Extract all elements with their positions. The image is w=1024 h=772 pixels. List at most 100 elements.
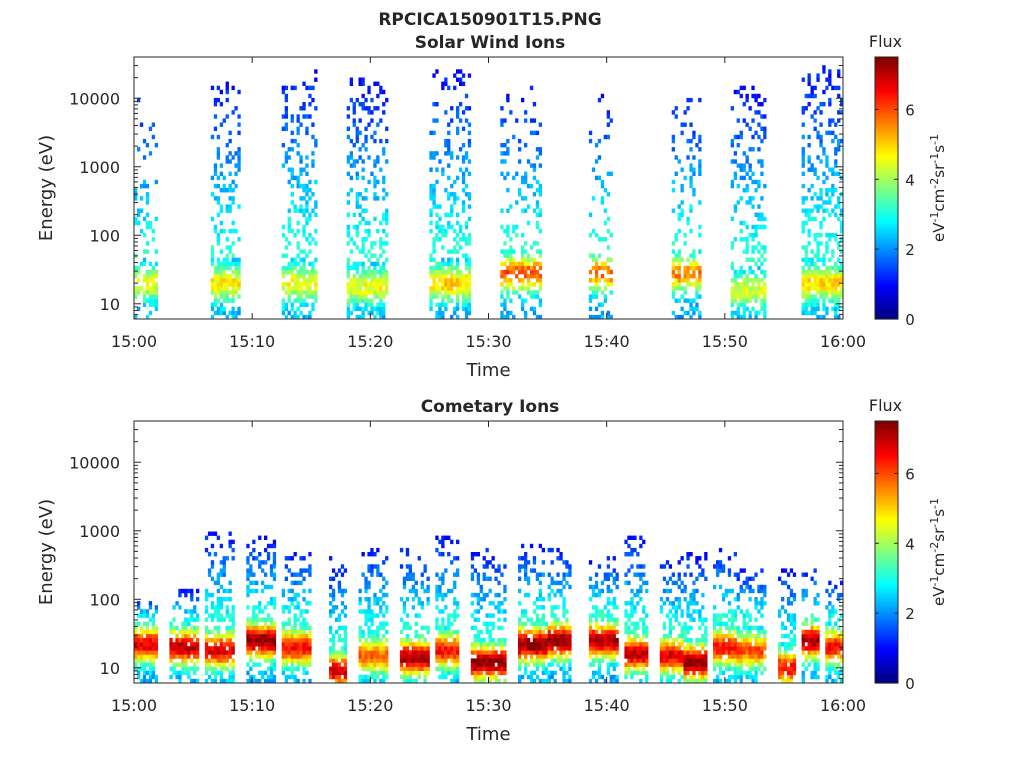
spectrogram-cell xyxy=(592,585,595,589)
spectrogram-cell xyxy=(438,663,441,667)
spectrogram-cell xyxy=(468,159,471,163)
spectrogram-cell xyxy=(302,249,305,253)
spectrogram-cell xyxy=(684,622,687,626)
spectrogram-cell xyxy=(409,577,412,581)
spectrogram-cell xyxy=(731,266,734,270)
spectrogram-cell xyxy=(305,184,308,188)
spectrogram-cell xyxy=(137,658,140,662)
spectrogram-cell xyxy=(695,609,698,613)
spectrogram-cell xyxy=(527,593,530,597)
spectrogram-cell xyxy=(825,155,828,159)
spectrogram-cell xyxy=(291,131,294,135)
spectrogram-cell xyxy=(819,278,822,282)
spectrogram-cell xyxy=(669,609,672,613)
spectrogram-cell xyxy=(749,278,752,282)
spectrogram-cell xyxy=(435,213,438,217)
spectrogram-cell xyxy=(814,192,817,196)
spectrogram-cell xyxy=(435,221,438,225)
spectrogram-cell xyxy=(500,658,503,662)
spectrogram-cell xyxy=(497,638,500,642)
spectrogram-cell xyxy=(217,299,220,303)
spectrogram-cell xyxy=(672,646,675,650)
spectrogram-cell xyxy=(533,560,536,564)
spectrogram-cell xyxy=(494,675,497,679)
spectrogram-cell xyxy=(678,601,681,605)
spectrogram-cell xyxy=(359,658,362,662)
spectrogram-cell xyxy=(751,270,754,274)
spectrogram-cell xyxy=(681,286,684,290)
spectrogram-cell xyxy=(751,237,754,241)
spectrogram-cell xyxy=(155,180,158,184)
spectrogram-cell xyxy=(465,155,468,159)
spectrogram-cell xyxy=(681,638,684,642)
spectrogram-cell xyxy=(825,233,828,237)
spectrogram-cell xyxy=(370,622,373,626)
spectrogram-cell xyxy=(211,290,214,294)
spectrogram-cell xyxy=(672,147,675,151)
spectrogram-cell xyxy=(489,658,492,662)
spectrogram-cell xyxy=(678,663,681,667)
spectrogram-cell xyxy=(816,73,819,77)
spectrogram-cell xyxy=(211,286,214,290)
spectrogram-cell xyxy=(308,311,311,315)
spectrogram-cell xyxy=(539,278,542,282)
spectrogram-cell xyxy=(604,262,607,266)
spectrogram-cell xyxy=(273,646,276,650)
spectrogram-cell xyxy=(356,270,359,274)
spectrogram-cell xyxy=(302,290,305,294)
spectrogram-cell xyxy=(406,622,409,626)
spectrogram-cell xyxy=(308,196,311,200)
spectrogram-cell xyxy=(737,311,740,315)
spectrogram-cell xyxy=(214,102,217,106)
spectrogram-cell xyxy=(515,290,518,294)
spectrogram-cell xyxy=(521,307,524,311)
spectrogram-cell xyxy=(663,642,666,646)
spectrogram-cell xyxy=(305,650,308,654)
spectrogram-cell xyxy=(424,667,427,671)
spectrogram-cell xyxy=(589,618,592,622)
spectrogram-cell xyxy=(500,172,503,176)
spectrogram-cell xyxy=(270,630,273,634)
spectrogram-cell xyxy=(763,286,766,290)
spectrogram-cell xyxy=(811,163,814,167)
spectrogram-cell xyxy=(551,634,554,638)
spectrogram-cell xyxy=(828,118,831,122)
spectrogram-cell xyxy=(456,573,459,577)
x-tick-label: 15:40 xyxy=(584,332,630,351)
spectrogram-cell xyxy=(282,630,285,634)
spectrogram-cell xyxy=(379,290,382,294)
spectrogram-cell xyxy=(675,299,678,303)
spectrogram-cell xyxy=(299,663,302,667)
spectrogram-cell xyxy=(811,286,814,290)
spectrogram-cell xyxy=(211,135,214,139)
spectrogram-cell xyxy=(453,609,456,613)
spectrogram-cell xyxy=(503,274,506,278)
spectrogram-cell xyxy=(465,286,468,290)
spectrogram-cell xyxy=(610,642,613,646)
spectrogram-cell xyxy=(285,646,288,650)
spectrogram-cell xyxy=(749,266,752,270)
spectrogram-cell xyxy=(533,241,536,245)
spectrogram-cell xyxy=(270,650,273,654)
spectrogram-cell xyxy=(805,213,808,217)
spectrogram-cell xyxy=(808,159,811,163)
spectrogram-cell xyxy=(370,172,373,176)
spectrogram-cell xyxy=(630,589,633,593)
spectrogram-cell xyxy=(302,229,305,233)
spectrogram-cell xyxy=(237,131,240,135)
spectrogram-cell xyxy=(149,630,152,634)
spectrogram-cell xyxy=(379,638,382,642)
spectrogram-cell xyxy=(763,249,766,253)
spectrogram-cell xyxy=(465,262,468,266)
spectrogram-cell xyxy=(539,184,542,188)
spectrogram-cell xyxy=(382,654,385,658)
spectrogram-cell xyxy=(370,573,373,577)
spectrogram-cell xyxy=(282,307,285,311)
spectrogram-cell xyxy=(220,585,223,589)
spectrogram-cell xyxy=(660,667,663,671)
spectrogram-cell xyxy=(299,290,302,294)
spectrogram-cell xyxy=(196,642,199,646)
spectrogram-cell xyxy=(471,671,474,675)
spectrogram-cell xyxy=(226,266,229,270)
spectrogram-cell xyxy=(432,241,435,245)
